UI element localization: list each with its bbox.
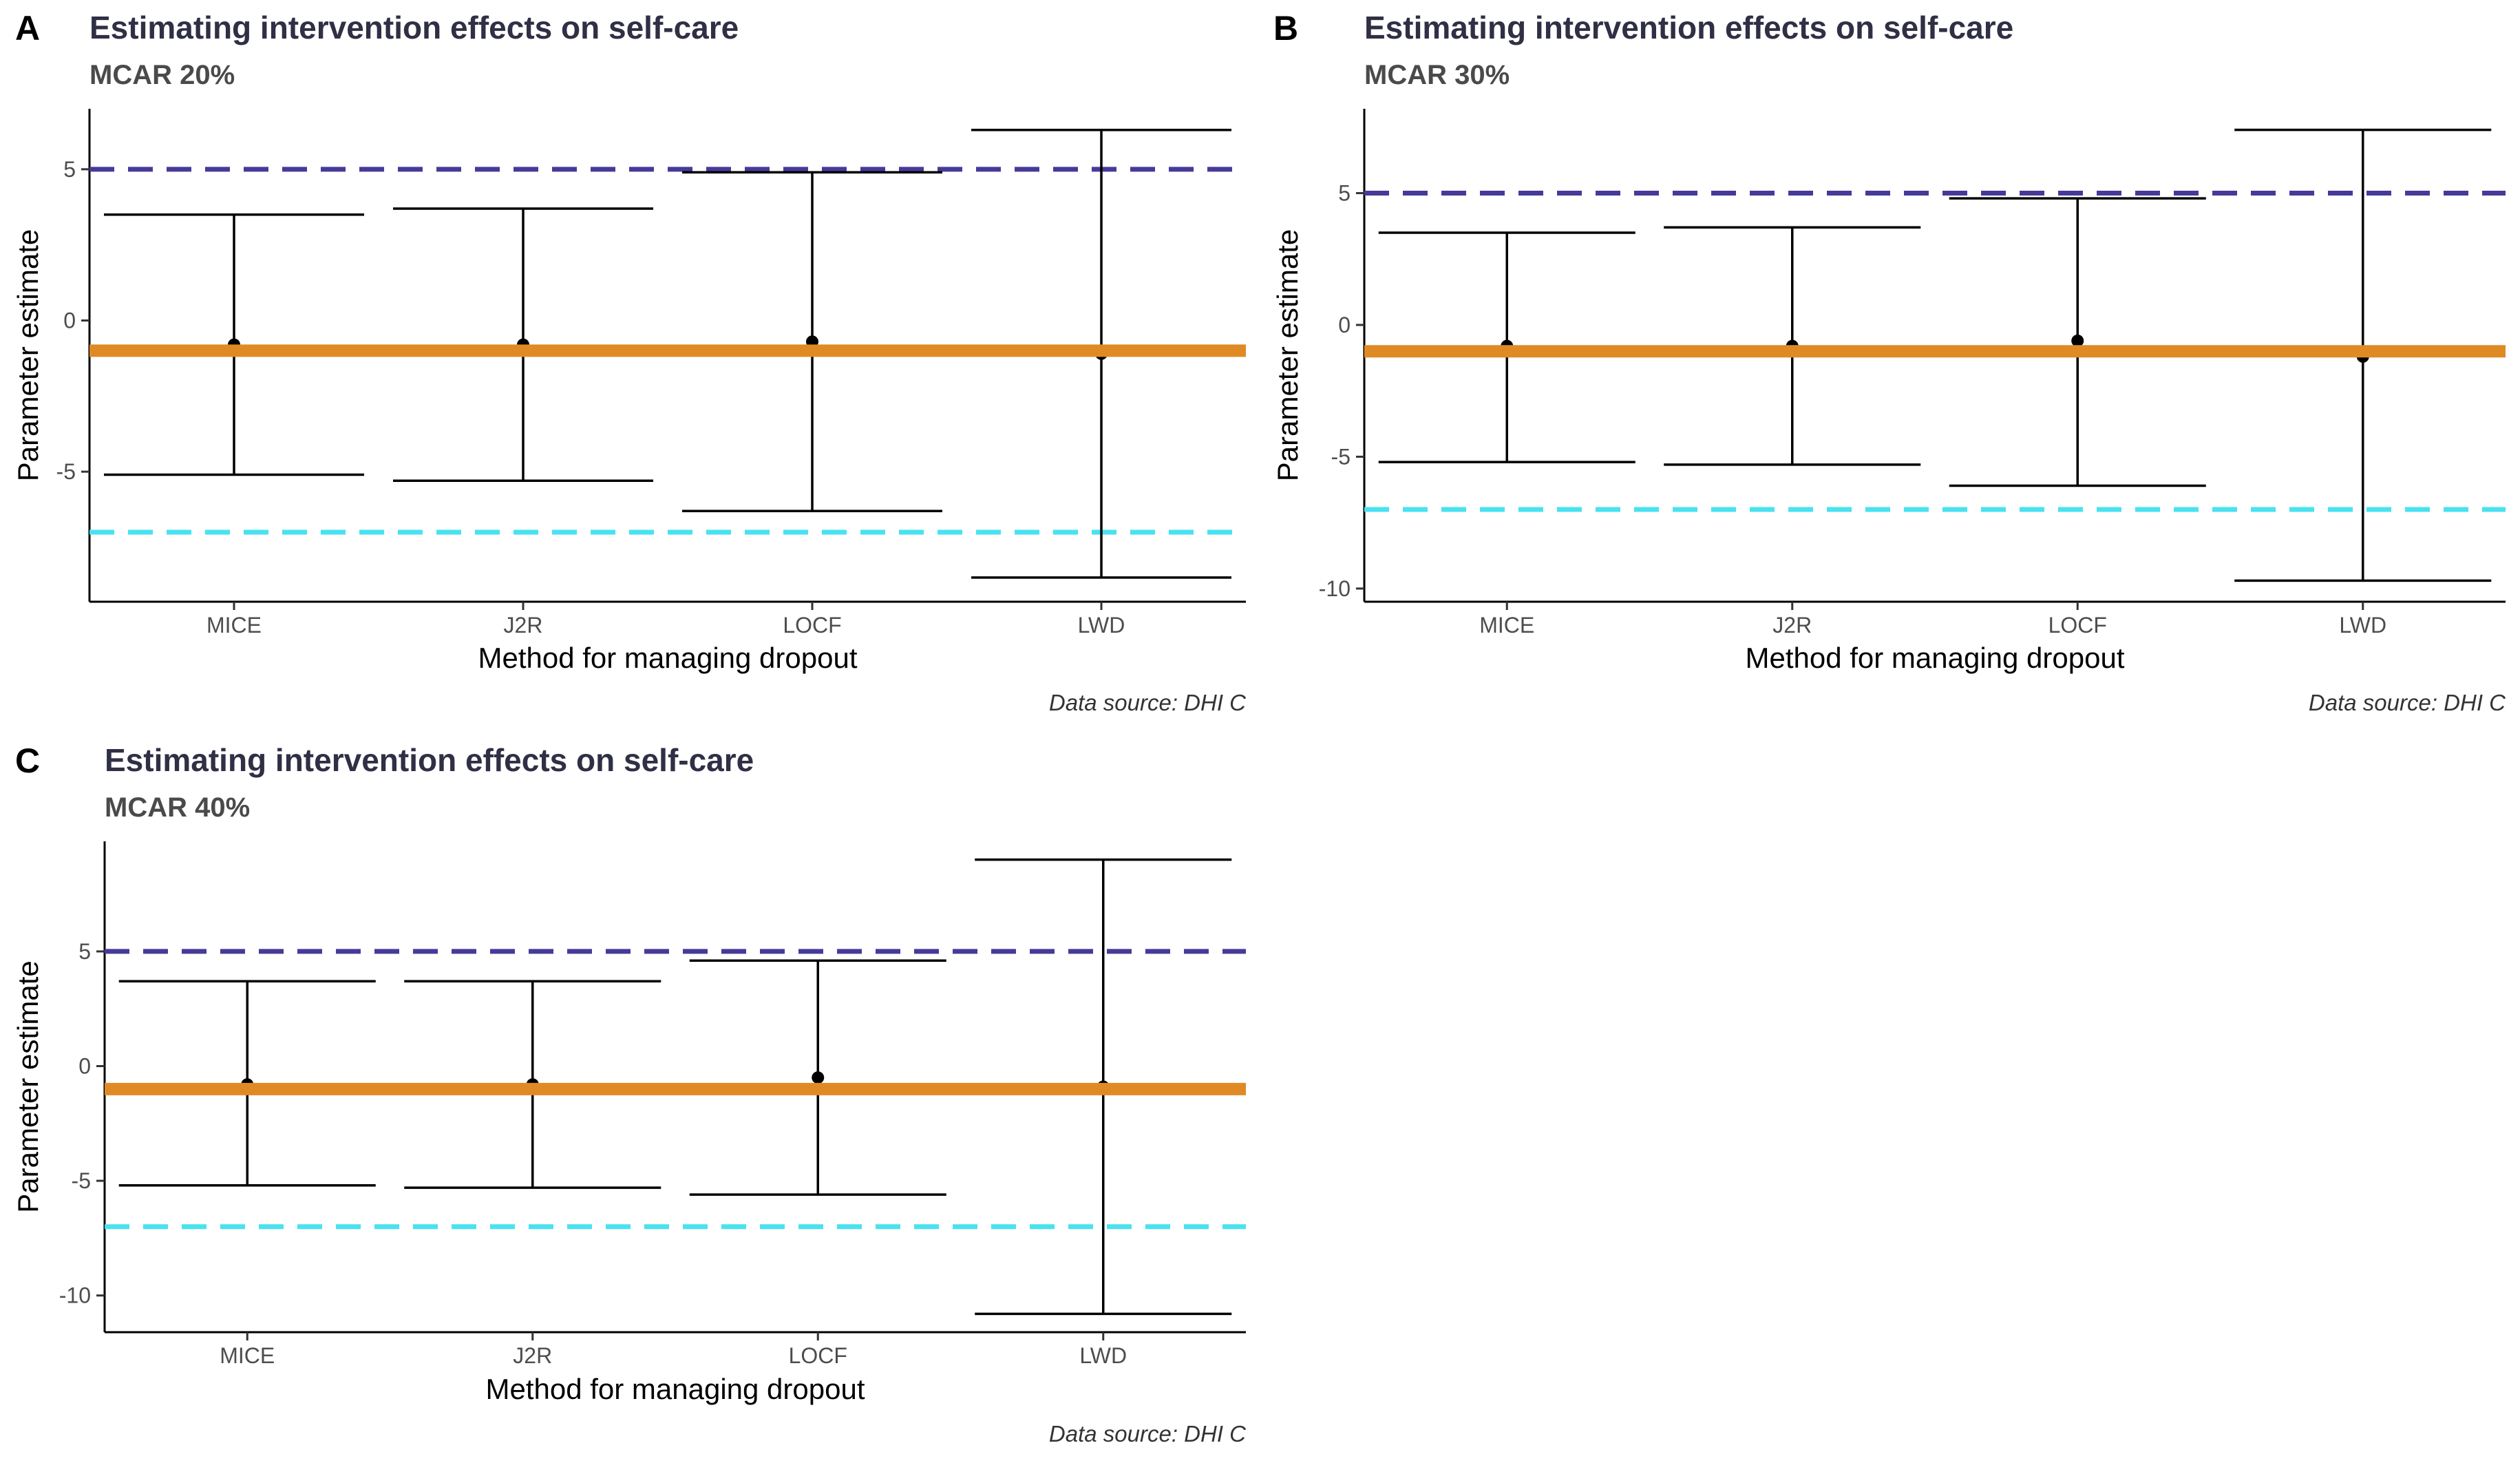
x-axis-title: Method for managing dropout [1745,642,2124,674]
x-tick-label: LWD [2339,613,2386,638]
y-axis-title: Parameter estimate [12,960,44,1212]
y-tick-label: 0 [78,1054,91,1079]
chart-subtitle: MCAR 20% [89,60,235,90]
x-tick-label: LWD [1078,613,1125,638]
x-axis-title: Method for managing dropout [478,642,857,674]
y-tick-label: 5 [1338,181,1351,206]
y-tick-label: -10 [59,1283,91,1308]
panel-tag: C [15,741,40,780]
x-tick-label: LOCF [783,613,841,638]
y-tick-label: 0 [1338,313,1351,337]
y-tick-label: 0 [63,308,76,333]
x-tick-label: MICE [220,1343,275,1368]
estimate-point [812,1071,825,1084]
x-tick-label: MICE [1479,613,1534,638]
x-tick-label: LWD [1079,1343,1127,1368]
x-tick-label: J2R [513,1343,552,1368]
panel-tag: A [15,9,40,48]
chart-title: Estimating intervention effects on self-… [105,742,754,778]
chart-subtitle: MCAR 30% [1364,60,1510,90]
y-tick-label: -5 [72,1168,91,1193]
y-axis-title: Parameter estimate [12,229,44,481]
x-tick-label: LOCF [789,1343,847,1368]
chart-title: Estimating intervention effects on self-… [1364,10,2013,45]
x-axis-title: Method for managing dropout [485,1373,865,1405]
y-tick-label: -5 [1331,444,1351,469]
chart-caption: Data source: DHI C [2309,690,2506,715]
x-tick-label: MICE [207,613,262,638]
x-tick-label: LOCF [2048,613,2107,638]
y-tick-label: 5 [63,157,76,182]
x-tick-label: J2R [504,613,543,638]
y-tick-label: 5 [78,939,91,964]
chart-caption: Data source: DHI C [1049,1421,1247,1446]
y-axis-title: Parameter estimate [1271,229,1304,481]
panel-tag: B [1273,9,1298,48]
estimate-point [2071,334,2084,347]
y-tick-label: -5 [56,459,76,484]
chart-title: Estimating intervention effects on self-… [89,10,739,45]
y-tick-label: -10 [1319,576,1351,601]
x-tick-label: J2R [1772,613,1812,638]
chart-caption: Data source: DHI C [1049,690,1247,715]
chart-subtitle: MCAR 40% [105,792,250,823]
